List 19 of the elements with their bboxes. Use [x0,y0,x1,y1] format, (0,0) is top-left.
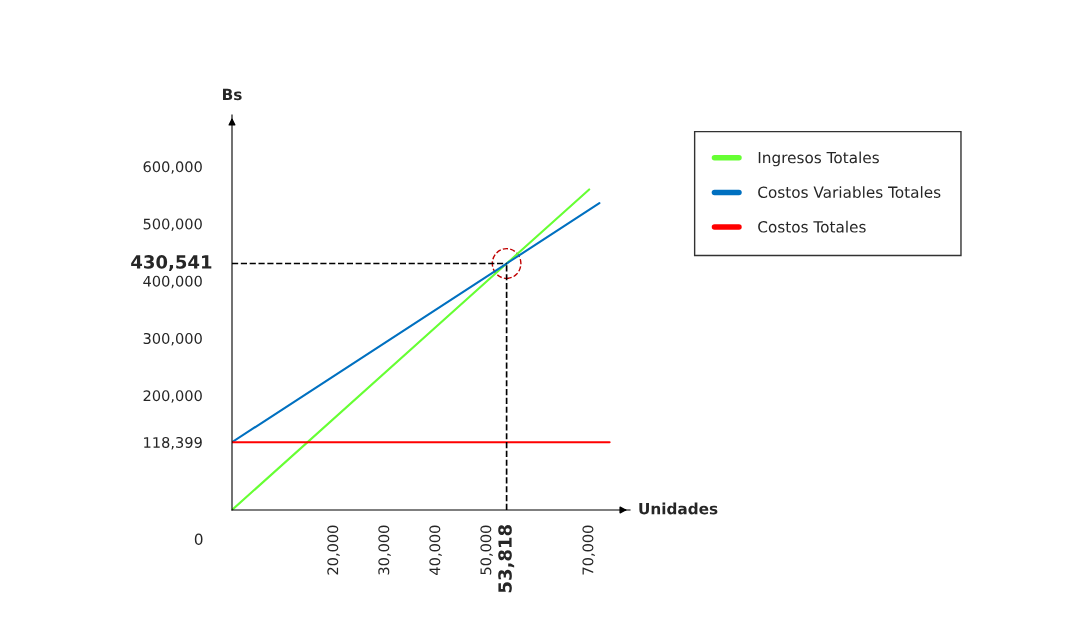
legend-label: Costos Totales [758,220,866,233]
legend-label: Costos Variables Totales [758,186,941,198]
legend-label: Ingresos Totales [758,151,879,167]
y-tick-label: 200,000 [143,390,202,403]
y-tick-label: 300,000 [143,332,202,346]
y-tick-label: 500,000 [143,218,202,231]
y-axis-title: Bs [223,88,242,101]
x-axis-title: Unidades [639,502,718,515]
text: 0 [194,533,203,545]
y-tick-label: 118,399 [144,436,202,450]
y-tick-label: 600,000 [143,161,202,174]
x-tick-label: 70,000 [582,525,595,575]
x-tick-label: 50,000 [480,525,493,575]
y-tick-label: 400,000 [143,275,202,289]
ref-line-label: 53,818 [498,525,515,593]
x-tick-label: 30,000 [378,525,391,575]
x-tick-label: 20,000 [327,525,340,575]
ref-line-label: 430,541 [131,255,212,272]
x-tick-label: 40,000 [429,525,442,575]
